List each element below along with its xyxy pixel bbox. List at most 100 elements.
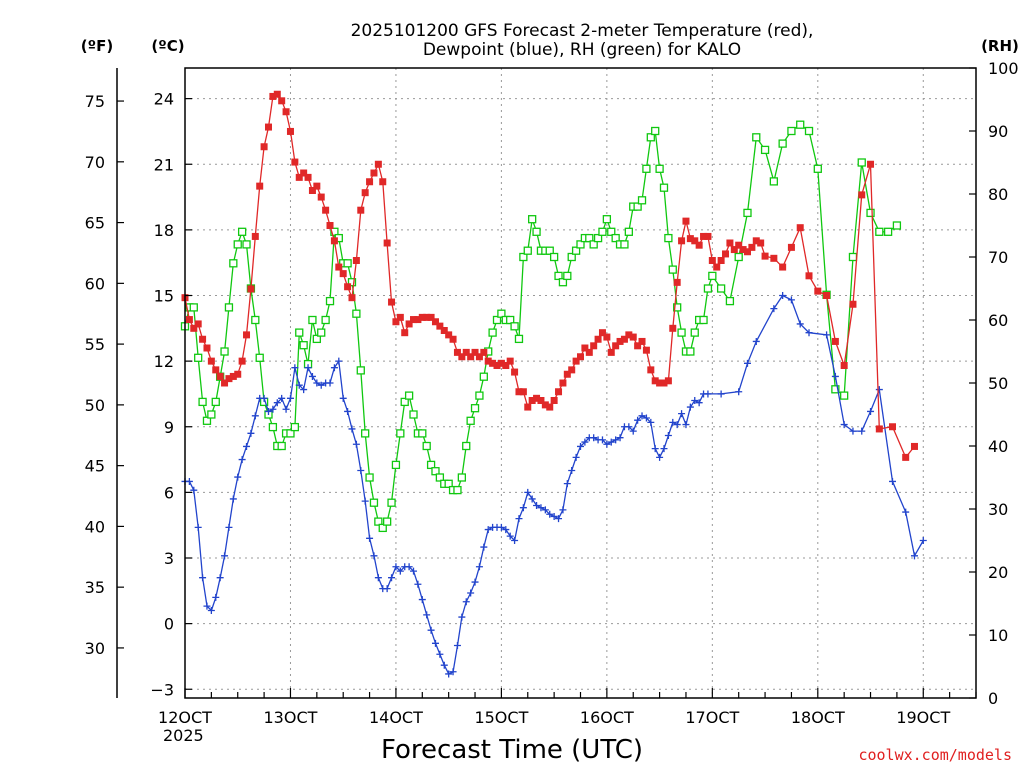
temperature-point	[840, 362, 848, 369]
rh-point	[716, 284, 726, 293]
rh-point	[479, 372, 488, 381]
dewpoint-point	[339, 394, 347, 402]
dewpoint-point	[366, 534, 374, 542]
temperature-point	[752, 237, 760, 245]
dewpoint-point	[374, 574, 382, 582]
rh-point	[787, 126, 796, 136]
temperature-point	[467, 353, 475, 361]
dewpoint-point	[396, 567, 404, 575]
dewpoint-point	[682, 421, 690, 429]
dewpoint-point	[462, 598, 470, 606]
dewpoint-line	[185, 294, 924, 675]
dewpoint-point	[410, 567, 418, 575]
temperature-point	[910, 442, 918, 450]
rh-point	[431, 467, 440, 476]
temperature-point	[541, 401, 549, 409]
fahrenheit-tick-label: 35	[85, 578, 105, 597]
dewpoint-point	[308, 372, 316, 380]
dewpoint-point	[190, 486, 198, 494]
temperature-point	[568, 366, 576, 374]
temperature-point	[273, 90, 281, 98]
temperature-point	[295, 173, 303, 181]
dewpoint-point	[414, 580, 422, 588]
temperature-point	[414, 316, 422, 324]
temperature-point	[374, 160, 382, 168]
temperature-point	[431, 318, 439, 326]
rh-point	[290, 422, 300, 432]
series-temperature	[181, 90, 918, 461]
temperature-point	[300, 169, 308, 177]
rh-point	[796, 120, 805, 129]
dewpoint-point	[216, 574, 224, 582]
temperature-point	[581, 344, 589, 352]
fahrenheit-tick-label: 60	[85, 274, 105, 293]
temperature-point	[867, 160, 875, 168]
temperature-point	[708, 257, 716, 264]
rh-point	[804, 126, 814, 136]
rh-point	[620, 240, 629, 249]
temperature-point	[889, 423, 897, 431]
temperature-point	[427, 313, 435, 321]
rh-unit-label: (RH)	[981, 37, 1019, 55]
temperature-point	[805, 272, 813, 280]
rh-point	[611, 233, 620, 243]
x-year-label: 2025	[163, 726, 204, 745]
rh-point	[637, 196, 647, 205]
rh-point	[655, 164, 664, 173]
temperature-point	[366, 178, 374, 186]
rh-point	[554, 271, 563, 281]
temperature-point	[858, 191, 866, 199]
dewpoint-point	[656, 453, 664, 461]
dewpoint-point	[352, 440, 360, 448]
temperature-point	[497, 359, 505, 367]
rh-point	[598, 227, 607, 236]
dewpoint-point	[445, 670, 453, 678]
dewpoint-point	[330, 364, 338, 372]
rh-point	[435, 473, 445, 482]
temperature-point	[695, 241, 703, 249]
temperature-point	[678, 237, 686, 245]
rh-point	[848, 252, 858, 262]
series-layer	[180, 90, 927, 678]
dewpoint-point	[264, 407, 272, 415]
dewpoint-point	[335, 357, 343, 365]
temperature-point	[761, 252, 769, 260]
dewpoint-point	[910, 552, 918, 560]
rh-point	[369, 498, 379, 507]
rh-tick-label: 0	[988, 689, 998, 708]
temperature-point	[234, 370, 242, 378]
rh-point	[892, 221, 902, 230]
rh-point	[743, 208, 752, 218]
temperature-point	[484, 357, 492, 365]
temperature-point	[713, 263, 721, 271]
dewpoint-point	[616, 434, 624, 442]
rh-point	[673, 303, 682, 312]
dewpoint-point	[919, 537, 927, 544]
dewpoint-point	[207, 607, 215, 614]
dewpoint-point	[805, 329, 813, 337]
dewpoint-point	[607, 438, 615, 446]
tick-labels: 24211815129630−3757065605550454035301009…	[85, 59, 1019, 727]
temperature-point	[831, 337, 839, 345]
fahrenheit-tick-label: 65	[85, 214, 105, 233]
fahrenheit-tick-label: 55	[85, 335, 105, 354]
temperature-point	[203, 344, 211, 352]
temperature-point	[546, 403, 554, 411]
dewpoint-point	[497, 523, 505, 531]
temperature-point	[730, 246, 738, 254]
rh-point	[558, 278, 568, 287]
temperature-point	[199, 335, 207, 343]
rh-tick-label: 10	[988, 626, 1008, 645]
rh-point	[470, 404, 480, 413]
temperature-point	[471, 348, 479, 356]
fahrenheit-tick-label: 30	[85, 639, 105, 658]
dewpoint-point	[286, 394, 294, 402]
dewpoint-point	[660, 445, 668, 453]
temperature-point	[207, 357, 215, 365]
rh-point	[831, 385, 840, 394]
rh-point	[624, 227, 633, 236]
dewpoint-point	[458, 613, 466, 621]
rh-point	[325, 296, 335, 306]
temperature-point	[642, 346, 650, 354]
temperature-point	[625, 331, 633, 339]
